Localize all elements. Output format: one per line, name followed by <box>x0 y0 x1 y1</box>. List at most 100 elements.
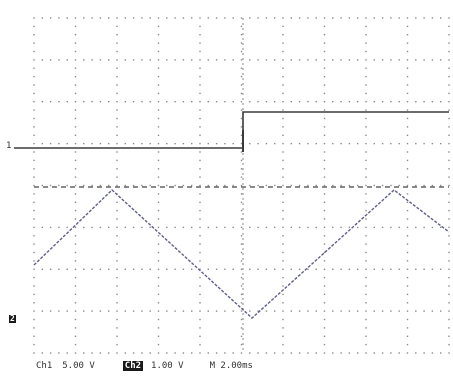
grid-dot <box>390 352 392 354</box>
grid-dot <box>249 142 251 145</box>
grid-dot <box>406 134 409 136</box>
grid-dot <box>157 134 160 136</box>
grid-dot <box>373 268 375 270</box>
grid-dot <box>240 251 243 254</box>
grid-dot <box>365 268 367 270</box>
grid-dot <box>431 142 434 145</box>
grid-dot <box>448 218 450 220</box>
grid-dot <box>191 59 193 61</box>
grid-dot <box>132 268 135 270</box>
grid-dot <box>381 101 384 103</box>
grid-dot <box>91 310 93 312</box>
grid-dot <box>365 176 367 178</box>
grid-dot <box>74 335 77 337</box>
grid-dot <box>240 59 243 61</box>
grid-dot <box>257 352 259 354</box>
grid-dot <box>323 151 326 153</box>
grid-dot <box>83 59 85 61</box>
grid-dot <box>406 276 409 279</box>
grid-dot <box>448 193 450 195</box>
grid-dot <box>199 159 201 162</box>
grid-dot <box>240 50 243 53</box>
grid-dot <box>340 59 342 61</box>
grid-dot <box>33 235 35 237</box>
grid-dot <box>199 168 201 170</box>
grid-dot <box>298 310 301 312</box>
grid-dot <box>215 184 218 187</box>
grid-dot <box>323 318 326 321</box>
grid-dot <box>99 184 102 187</box>
grid-dot <box>282 268 284 270</box>
grid-dot <box>448 59 450 61</box>
grid-dot <box>74 25 77 28</box>
grid-dot <box>232 59 234 61</box>
grid-dot <box>415 101 417 103</box>
channel-2-marker: 2 <box>9 314 16 323</box>
grid-dot <box>448 126 450 128</box>
grid-dot <box>157 25 160 28</box>
grid-dot <box>166 184 168 187</box>
grid-dot <box>33 17 35 19</box>
grid-dot <box>215 142 218 145</box>
grid-dot <box>282 276 284 279</box>
grid-dot <box>157 168 160 170</box>
grid-dot <box>323 17 326 19</box>
grid-dot <box>41 352 43 354</box>
grid-dot <box>199 142 201 145</box>
grid-dot <box>191 17 193 19</box>
grid-dot <box>182 142 185 145</box>
grid-dot <box>157 235 160 237</box>
grid-dot <box>108 17 110 19</box>
grid-dot <box>373 352 375 354</box>
grid-dot <box>406 126 409 128</box>
grid-dot <box>415 17 417 19</box>
grid-dot <box>365 193 367 195</box>
grid-dot <box>365 92 367 95</box>
grid-dot <box>290 59 292 61</box>
grid-dot <box>390 17 392 19</box>
grid-dot <box>83 226 85 229</box>
grid-dot <box>116 293 118 296</box>
grid-dot <box>132 17 135 19</box>
grid-dot <box>33 42 35 44</box>
grid-dot <box>157 318 160 321</box>
grid-dot <box>290 352 292 354</box>
grid-dot <box>348 226 351 229</box>
grid-dot <box>315 268 317 270</box>
grid-dot <box>74 310 77 312</box>
grid-dot <box>448 310 450 312</box>
grid-dot <box>74 34 77 36</box>
grid-dot <box>149 352 151 354</box>
grid-dot <box>240 352 243 354</box>
grid-dot <box>74 184 77 187</box>
grid-dot <box>33 251 35 254</box>
grid-dot <box>282 209 284 212</box>
grid-dot <box>74 343 77 346</box>
grid-dot <box>74 142 77 145</box>
grid-dot <box>406 243 409 245</box>
grid-dot <box>116 168 118 170</box>
grid-dot <box>99 142 102 145</box>
grid-dot <box>365 84 367 86</box>
timebase-readout: M 2.00ms <box>209 361 253 371</box>
grid-dot <box>323 268 326 270</box>
grid-dot <box>373 59 375 61</box>
grid-dot <box>440 142 442 145</box>
grid-dot <box>240 218 243 220</box>
grid-dot <box>398 101 400 103</box>
grid-dot <box>132 184 135 187</box>
grid-dot <box>381 142 384 145</box>
grid-dot <box>141 310 143 312</box>
grid-dot <box>33 201 35 203</box>
grid-dot <box>423 352 425 354</box>
grid-dot <box>282 201 284 203</box>
grid-dot <box>33 243 35 245</box>
grid-dot <box>323 75 326 78</box>
grid-dot <box>398 226 400 229</box>
grid-dot <box>298 59 301 61</box>
grid-dot <box>290 142 292 145</box>
grid-dot <box>74 67 77 69</box>
grid-dot <box>116 235 118 237</box>
grid-dot <box>323 42 326 44</box>
grid-dot <box>74 109 77 111</box>
